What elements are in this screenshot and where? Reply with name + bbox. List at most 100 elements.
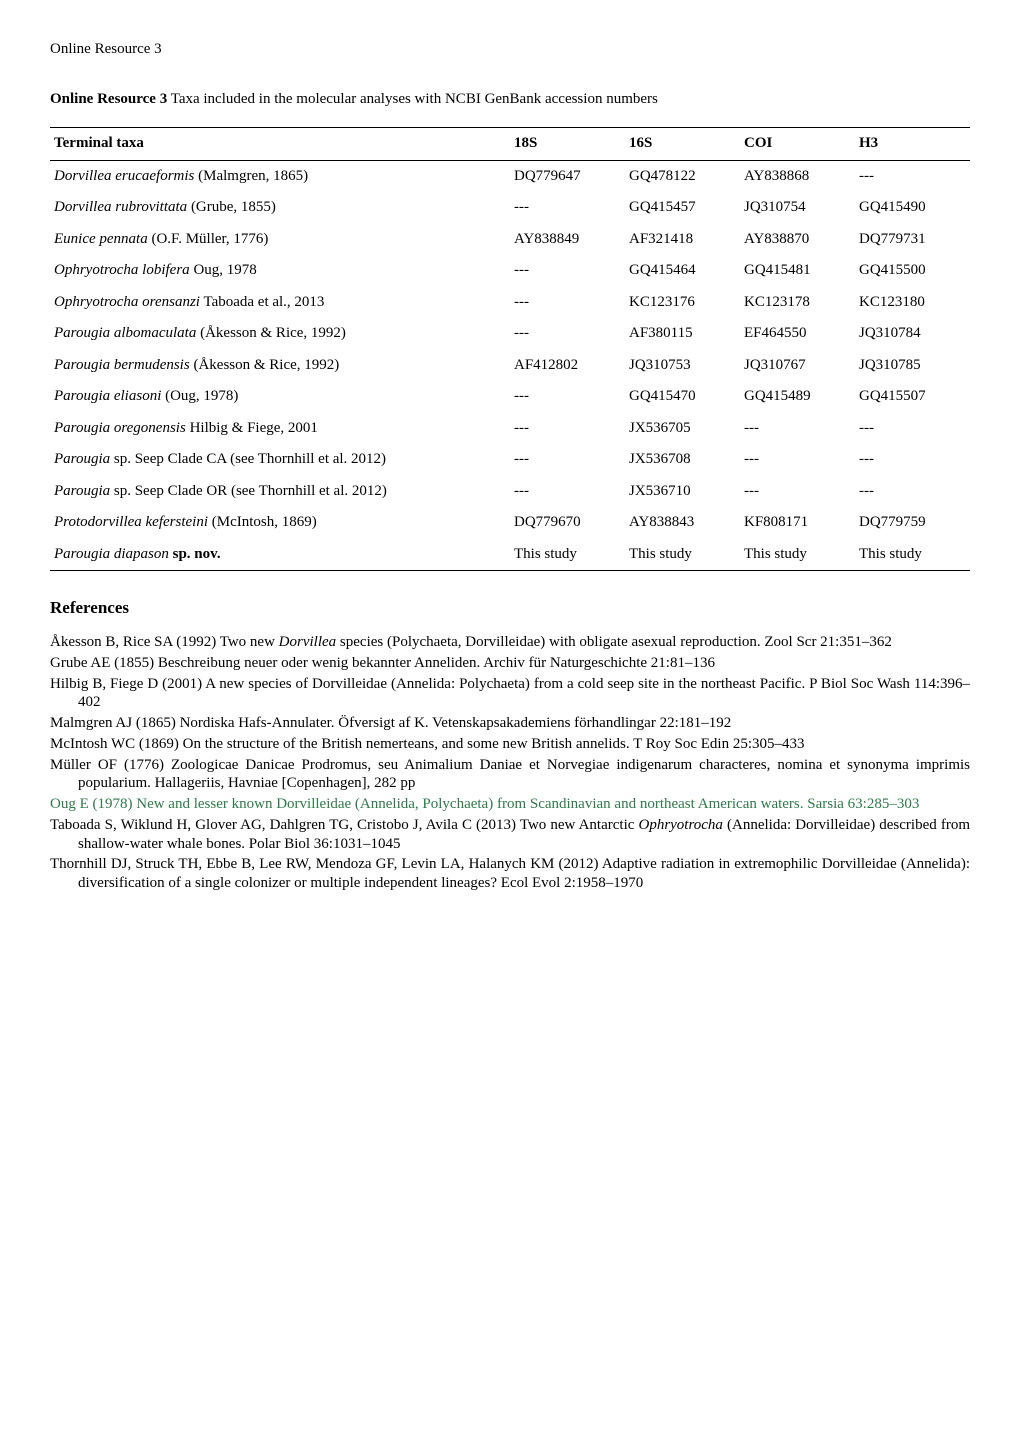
cell-h3: ---: [855, 444, 970, 476]
cell-taxon: Parougia eliasoni (Oug, 1978): [50, 381, 510, 413]
cell-coi: JQ310767: [740, 350, 855, 382]
cell-c18s: ---: [510, 476, 625, 508]
table-row: Parougia eliasoni (Oug, 1978)---GQ415470…: [50, 381, 970, 413]
caption-text: Taxa included in the molecular analyses …: [167, 91, 658, 107]
cell-coi: GQ415481: [740, 255, 855, 287]
cell-taxon: Ophryotrocha lobifera Oug, 1978: [50, 255, 510, 287]
table-header-row: Terminal taxa 18S 16S COI H3: [50, 128, 970, 161]
reference-item: Oug E (1978) New and lesser known Dorvil…: [50, 795, 970, 814]
reference-item: Åkesson B, Rice SA (1992) Two new Dorvil…: [50, 633, 970, 652]
cell-h3: DQ779731: [855, 224, 970, 256]
cell-taxon: Parougia sp. Seep Clade CA (see Thornhil…: [50, 444, 510, 476]
cell-h3: DQ779759: [855, 507, 970, 539]
cell-c16s: AF321418: [625, 224, 740, 256]
cell-taxon: Protodorvillea kefersteini (McIntosh, 18…: [50, 507, 510, 539]
cell-c16s: GQ415457: [625, 192, 740, 224]
table-row: Eunice pennata (O.F. Müller, 1776)AY8388…: [50, 224, 970, 256]
cell-c16s: This study: [625, 539, 740, 571]
table-row: Parougia sp. Seep Clade CA (see Thornhil…: [50, 444, 970, 476]
cell-c18s: ---: [510, 413, 625, 445]
reference-item: Müller OF (1776) Zoologicae Danicae Prod…: [50, 756, 970, 794]
caption-bold: Online Resource 3: [50, 91, 167, 107]
cell-h3: JQ310785: [855, 350, 970, 382]
reference-item: Thornhill DJ, Struck TH, Ebbe B, Lee RW,…: [50, 855, 970, 893]
cell-coi: ---: [740, 444, 855, 476]
table-row: Dorvillea rubrovittata (Grube, 1855)---G…: [50, 192, 970, 224]
cell-c18s: DQ779647: [510, 160, 625, 192]
cell-h3: GQ415507: [855, 381, 970, 413]
cell-h3: ---: [855, 476, 970, 508]
cell-h3: ---: [855, 160, 970, 192]
table-row: Protodorvillea kefersteini (McIntosh, 18…: [50, 507, 970, 539]
col-16s: 16S: [625, 128, 740, 161]
references-list: Åkesson B, Rice SA (1992) Two new Dorvil…: [50, 633, 970, 893]
cell-coi: EF464550: [740, 318, 855, 350]
table-row: Ophryotrocha orensanzi Taboada et al., 2…: [50, 287, 970, 319]
references-heading: References: [50, 597, 970, 619]
cell-taxon: Ophryotrocha orensanzi Taboada et al., 2…: [50, 287, 510, 319]
table-caption: Online Resource 3 Taxa included in the m…: [50, 90, 970, 110]
cell-c18s: ---: [510, 192, 625, 224]
cell-h3: KC123180: [855, 287, 970, 319]
table-row: Ophryotrocha lobifera Oug, 1978---GQ4154…: [50, 255, 970, 287]
cell-h3: This study: [855, 539, 970, 571]
cell-coi: KF808171: [740, 507, 855, 539]
table-row: Dorvillea erucaeformis (Malmgren, 1865)D…: [50, 160, 970, 192]
cell-coi: This study: [740, 539, 855, 571]
cell-taxon: Parougia sp. Seep Clade OR (see Thornhil…: [50, 476, 510, 508]
cell-c18s: ---: [510, 255, 625, 287]
cell-coi: ---: [740, 476, 855, 508]
reference-item: Grube AE (1855) Beschreibung neuer oder …: [50, 654, 970, 673]
cell-coi: AY838870: [740, 224, 855, 256]
cell-taxon: Parougia albomaculata (Åkesson & Rice, 1…: [50, 318, 510, 350]
cell-h3: JQ310784: [855, 318, 970, 350]
reference-item: Hilbig B, Fiege D (2001) A new species o…: [50, 675, 970, 713]
taxa-table: Terminal taxa 18S 16S COI H3 Dorvillea e…: [50, 127, 970, 571]
cell-coi: ---: [740, 413, 855, 445]
table-row: Parougia bermudensis (Åkesson & Rice, 19…: [50, 350, 970, 382]
cell-c16s: KC123176: [625, 287, 740, 319]
cell-c18s: ---: [510, 318, 625, 350]
cell-c18s: AY838849: [510, 224, 625, 256]
cell-c16s: GQ415464: [625, 255, 740, 287]
cell-c16s: AF380115: [625, 318, 740, 350]
cell-c16s: AY838843: [625, 507, 740, 539]
cell-c18s: ---: [510, 381, 625, 413]
cell-c16s: JX536710: [625, 476, 740, 508]
cell-h3: ---: [855, 413, 970, 445]
col-18s: 18S: [510, 128, 625, 161]
cell-c16s: JX536708: [625, 444, 740, 476]
cell-taxon: Parougia bermudensis (Åkesson & Rice, 19…: [50, 350, 510, 382]
col-h3: H3: [855, 128, 970, 161]
cell-c18s: AF412802: [510, 350, 625, 382]
cell-c16s: GQ478122: [625, 160, 740, 192]
reference-item: Malmgren AJ (1865) Nordiska Hafs-Annulat…: [50, 714, 970, 733]
cell-coi: GQ415489: [740, 381, 855, 413]
cell-coi: KC123178: [740, 287, 855, 319]
cell-taxon: Eunice pennata (O.F. Müller, 1776): [50, 224, 510, 256]
col-terminal-taxa: Terminal taxa: [50, 128, 510, 161]
cell-c16s: JX536705: [625, 413, 740, 445]
col-coi: COI: [740, 128, 855, 161]
cell-c18s: ---: [510, 287, 625, 319]
cell-taxon: Dorvillea erucaeformis (Malmgren, 1865): [50, 160, 510, 192]
cell-c16s: GQ415470: [625, 381, 740, 413]
table-row: Parougia sp. Seep Clade OR (see Thornhil…: [50, 476, 970, 508]
cell-h3: GQ415500: [855, 255, 970, 287]
running-header: Online Resource 3: [50, 40, 970, 60]
cell-taxon: Parougia diapason sp. nov.: [50, 539, 510, 571]
cell-coi: JQ310754: [740, 192, 855, 224]
table-row: Parougia albomaculata (Åkesson & Rice, 1…: [50, 318, 970, 350]
cell-coi: AY838868: [740, 160, 855, 192]
cell-taxon: Dorvillea rubrovittata (Grube, 1855): [50, 192, 510, 224]
cell-c18s: This study: [510, 539, 625, 571]
cell-taxon: Parougia oregonensis Hilbig & Fiege, 200…: [50, 413, 510, 445]
reference-item: McIntosh WC (1869) On the structure of t…: [50, 735, 970, 754]
table-row: Parougia diapason sp. nov.This studyThis…: [50, 539, 970, 571]
cell-c18s: DQ779670: [510, 507, 625, 539]
table-row: Parougia oregonensis Hilbig & Fiege, 200…: [50, 413, 970, 445]
cell-c18s: ---: [510, 444, 625, 476]
cell-h3: GQ415490: [855, 192, 970, 224]
cell-c16s: JQ310753: [625, 350, 740, 382]
reference-item: Taboada S, Wiklund H, Glover AG, Dahlgre…: [50, 816, 970, 854]
